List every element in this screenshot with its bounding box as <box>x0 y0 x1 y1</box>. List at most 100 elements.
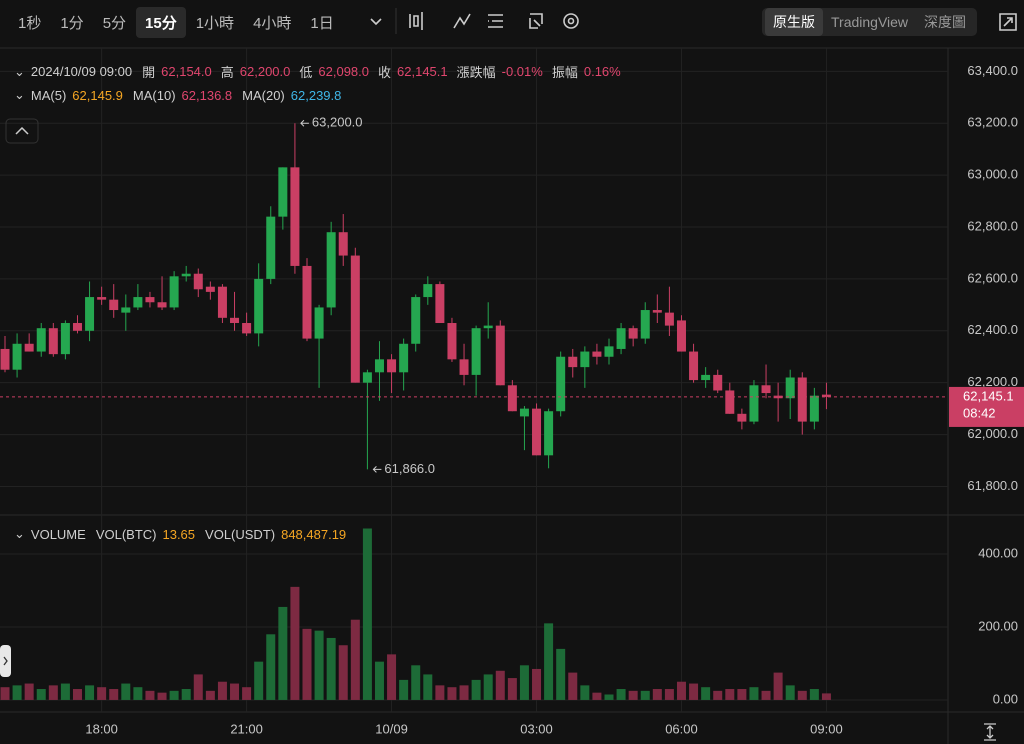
volume-bar <box>495 670 505 700</box>
volume-bar <box>217 681 227 700</box>
volume-bar <box>435 685 445 700</box>
candle-body <box>532 408 542 456</box>
candle-body <box>652 310 662 313</box>
info-label: 振幅 <box>551 65 578 80</box>
volume-bar <box>640 690 650 700</box>
volume-bar <box>701 687 711 700</box>
y2-tick-label: 200.00 <box>978 618 1018 633</box>
y-tick-label: 63,400.0 <box>967 63 1018 78</box>
info-time: 2024/10/09 09:00 <box>30 64 133 79</box>
volume-bar <box>532 668 542 700</box>
collapse-icon <box>15 126 29 135</box>
interval-button[interactable]: 1小時 <box>195 14 235 32</box>
candle-body <box>640 310 650 339</box>
candle-body <box>785 377 795 399</box>
candle-body <box>459 359 469 375</box>
indicator-icon[interactable] <box>453 13 471 29</box>
candle-body <box>471 328 481 375</box>
candle-body <box>278 167 288 217</box>
candle-body <box>568 356 578 368</box>
view-button[interactable]: TradingView <box>831 14 909 30</box>
settings-list-icon[interactable] <box>488 14 503 28</box>
candle-body <box>761 385 771 394</box>
info-label: 開 <box>142 65 156 80</box>
volume-bar <box>689 683 699 700</box>
ma-label: MA(5) <box>30 87 67 103</box>
volume-bar <box>713 690 723 700</box>
volume-value: 848,487.19 <box>281 526 347 542</box>
candle-body <box>556 356 566 412</box>
volume-bar <box>121 683 131 700</box>
view-button[interactable]: 深度圖 <box>924 14 967 30</box>
volume-bar <box>785 685 795 700</box>
candle-body <box>519 408 529 417</box>
volume-bar <box>387 654 397 700</box>
volume-bar <box>266 634 276 700</box>
collapse-button[interactable] <box>5 118 39 144</box>
volume-bar <box>773 672 783 700</box>
annotation-label: 63,200.0 <box>312 115 363 130</box>
volume-bar <box>169 690 179 700</box>
y-tick-label: 62,600.0 <box>967 270 1018 285</box>
candle-body <box>0 348 10 370</box>
volume-bar <box>556 648 566 700</box>
interval-button[interactable]: 1日 <box>310 14 334 32</box>
ohlc-info: ⌄ 2024/10/09 09:00 開 62,154.0 高 62,200.0 低 62,0… <box>14 62 624 81</box>
interval-button[interactable]: 1秒 <box>18 14 42 32</box>
interval-button[interactable]: 1分 <box>60 14 84 32</box>
x-tick-label: 06:00 <box>665 721 698 736</box>
candle-body <box>773 395 783 399</box>
volume-title: VOLUME <box>30 526 86 542</box>
candle-body <box>242 323 252 334</box>
collapse-caret: ⌄ <box>14 526 25 541</box>
volume-bar <box>278 606 288 700</box>
candle-body <box>604 346 614 357</box>
candle-body <box>338 232 348 256</box>
volume-bar <box>326 637 336 700</box>
volume-bar <box>737 689 747 700</box>
volume-bar <box>580 685 590 700</box>
candle-body <box>689 351 699 381</box>
volume-bar <box>411 665 421 700</box>
volume-bar <box>399 679 409 700</box>
volume-bar <box>628 690 638 700</box>
candle-type-icon[interactable] <box>409 12 423 30</box>
volume-bar <box>72 689 82 700</box>
interval-button[interactable]: 5分 <box>102 14 127 32</box>
candle-body <box>676 320 686 352</box>
candle-body <box>821 394 831 397</box>
annotation-label: 61,866.0 <box>384 461 435 476</box>
reset-axis-button[interactable] <box>984 723 996 741</box>
ma-value: 62,136.8 <box>181 87 233 103</box>
volume-bar <box>314 630 324 700</box>
view-button[interactable]: 原生版 <box>765 8 823 36</box>
candle-body <box>266 216 276 279</box>
toolbar: 1秒 1分 5分 15分 1小時 4小時 1日 <box>0 0 1024 44</box>
candle-body <box>85 297 95 331</box>
interval-button[interactable]: 15分 <box>136 6 186 38</box>
volume-bar <box>664 689 674 700</box>
candle-body <box>411 297 421 344</box>
candle-body <box>133 297 143 308</box>
candle-body <box>24 343 34 352</box>
volume-bar <box>809 689 819 700</box>
info-label: 高 <box>220 65 234 80</box>
interval-button[interactable]: 4小時 <box>253 14 292 32</box>
more-intervals-icon[interactable] <box>370 18 382 26</box>
volume-bar <box>652 689 662 700</box>
candle-body <box>399 343 409 373</box>
candle-body <box>169 276 179 308</box>
toolbar-icons <box>370 12 1017 31</box>
volume-bar <box>604 694 614 700</box>
fullscreen-icon[interactable] <box>999 13 1017 31</box>
candle-body <box>12 343 22 370</box>
candle-body <box>701 374 711 381</box>
volume-bar <box>338 645 348 700</box>
gear-icon[interactable] <box>563 13 579 29</box>
draw-icon[interactable] <box>529 13 543 29</box>
side-tab[interactable] <box>0 645 11 677</box>
collapse-caret: ⌄ <box>14 87 25 102</box>
volume-bar <box>507 678 517 700</box>
candle-body <box>713 374 723 391</box>
